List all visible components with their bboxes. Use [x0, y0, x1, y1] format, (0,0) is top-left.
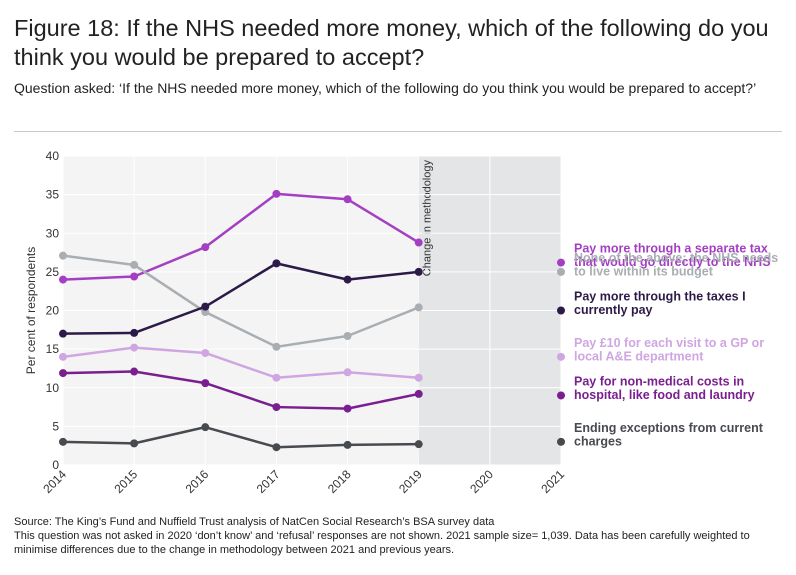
x-tick-label: 2020	[467, 467, 496, 496]
legend-label-line: Pay more through the taxes I	[574, 290, 746, 304]
series-point	[414, 238, 423, 247]
series-points	[59, 189, 565, 452]
series-line	[62, 262, 419, 335]
legend-label: Pay more through a separate tax that woul…	[574, 242, 771, 269]
series-point	[272, 373, 281, 382]
series-point	[343, 440, 352, 449]
series-point	[272, 342, 281, 351]
series-point	[201, 379, 210, 388]
y-tick-label: 15	[46, 342, 60, 356]
legend-label-line: Pay for non-medical costs in	[574, 374, 744, 388]
series-point	[201, 302, 210, 311]
series-point	[201, 243, 210, 252]
header-divider	[14, 131, 782, 132]
y-tick-label: 40	[46, 149, 60, 163]
series-point	[272, 443, 281, 452]
series-line	[62, 346, 419, 379]
chart-title: Figure 18: If the NHS needed more money,…	[14, 15, 769, 70]
series-point-2021	[557, 267, 565, 276]
chart-subtitle: Question asked: ‘If the NHS needed more …	[14, 80, 757, 96]
legend-label: Ending exceptions from current charges	[574, 421, 764, 449]
x-tick-label: 2014	[40, 467, 69, 496]
source-note: Source: The King’s Fund and Nuffield Tru…	[14, 516, 495, 528]
x-tick-label: 2017	[254, 467, 283, 496]
series-point	[343, 404, 352, 413]
series-point	[414, 373, 423, 382]
x-tick-label: 2016	[183, 467, 212, 496]
series-point	[130, 328, 139, 337]
series-point	[59, 329, 67, 338]
series-point	[130, 272, 139, 281]
legend-label: None of the above; the NHS needs to live …	[574, 251, 778, 279]
y-tick-label: 20	[46, 304, 60, 318]
series-point	[201, 348, 210, 357]
y-tick-label: 5	[52, 419, 59, 433]
legend-label-line: None of the above; the NHS needs	[574, 251, 778, 265]
legend-label-line: local A&E department	[574, 349, 704, 363]
series-point-2021	[557, 258, 565, 267]
legend-label-line: Ending exceptions from current	[574, 421, 764, 435]
series-point	[343, 195, 352, 204]
series-point	[130, 367, 139, 376]
y-tick-label: 10	[46, 381, 60, 395]
series-line	[62, 370, 419, 410]
x-tick-label: 2018	[325, 467, 354, 496]
series-point	[130, 260, 139, 269]
x-tick-label: 2015	[111, 467, 140, 496]
legend-label-line: charges	[574, 434, 622, 448]
chart-footer: Source: The King’s Fund and Nuffield Tru…	[14, 515, 789, 557]
legend-label-line: Pay more through a separate tax	[574, 242, 768, 256]
series-point	[272, 189, 281, 198]
series-point-2021	[557, 437, 565, 446]
series-point	[414, 389, 423, 398]
legend-label-line: hospital, like food and laundry	[574, 388, 755, 402]
series-point	[59, 251, 67, 260]
legend-label-line: that would go directly to the NHS	[574, 255, 771, 269]
series-point	[59, 369, 67, 378]
series-point	[130, 343, 139, 352]
legend-label-line: to live within its budget	[574, 264, 714, 278]
series-point	[414, 303, 423, 312]
series-point	[272, 403, 281, 412]
series-point-2021	[557, 352, 565, 361]
series-point	[343, 275, 352, 284]
y-axis-title: Per cent of respondents	[24, 247, 38, 374]
legend-label-line: currently pay	[574, 303, 653, 317]
legend-label: Pay £10 for each visit to a GP or local A…	[574, 336, 764, 364]
series-point	[272, 259, 281, 268]
y-tick-label: 0	[52, 458, 59, 472]
x-tick-label: 2019	[396, 467, 425, 496]
y-tick-label: 30	[46, 226, 60, 240]
series-point	[59, 275, 67, 284]
series-point-2021	[557, 306, 565, 315]
series-point	[414, 440, 423, 449]
series-point	[343, 368, 352, 377]
series-line	[62, 254, 420, 349]
legend-label: Pay for non-medical costs in hospital, li…	[574, 374, 755, 402]
series-point	[59, 352, 67, 361]
series-point	[343, 331, 352, 340]
legend-label-line: Pay £10 for each visit to a GP or	[574, 336, 764, 350]
series-lines	[62, 192, 420, 449]
methodology-note: This question was not asked in 2020 ‘don…	[14, 530, 750, 556]
x-tick-label: 2021	[538, 467, 567, 496]
y-tick-label: 25	[46, 265, 60, 279]
line-chart: Change in methodology 0 5 10 15 20 25 30 35 40 20…	[24, 149, 778, 496]
series-point	[130, 439, 139, 448]
series-point	[414, 267, 423, 276]
series-point	[201, 423, 210, 432]
methodology-annotation: Change in methodology	[422, 160, 434, 277]
series-line	[62, 425, 419, 449]
y-tick-label: 35	[46, 188, 60, 202]
series-point-2021	[557, 391, 565, 400]
legend: Pay more through a separate tax that woul…	[574, 242, 778, 449]
series-line	[62, 192, 420, 281]
series-point	[59, 437, 67, 446]
